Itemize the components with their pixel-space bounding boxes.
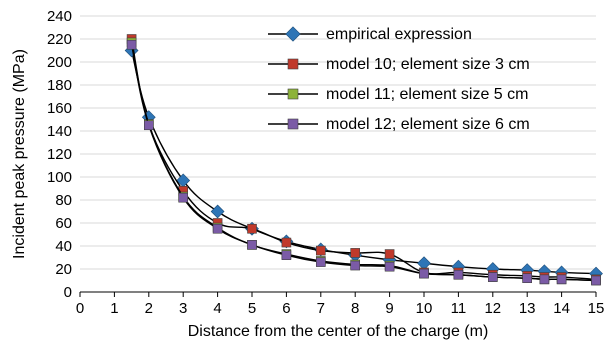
x-tick-label: 7: [317, 300, 325, 317]
y-tick-label: 140: [47, 123, 72, 140]
data-point: [281, 237, 292, 248]
data-point: [144, 120, 154, 131]
data-point: [247, 240, 257, 250]
y-tick-label: 100: [47, 169, 72, 186]
legend-marker: [287, 58, 299, 70]
x-tick-label: 15: [588, 300, 605, 317]
y-tick-label: 120: [47, 146, 72, 163]
y-tick-label: 220: [47, 31, 72, 48]
y-tick-label: 240: [47, 8, 72, 25]
data-point: [350, 260, 361, 271]
x-tick-label: 5: [248, 300, 256, 317]
data-point: [419, 268, 429, 279]
data-point: [453, 269, 464, 280]
series-group: [124, 34, 603, 286]
x-tick-label: 3: [179, 300, 187, 317]
series-1: [124, 43, 603, 281]
data-point: [522, 273, 533, 284]
grid-lines: [80, 15, 596, 293]
y-tick-label: 40: [55, 238, 72, 255]
y-tick-label: 0: [64, 284, 72, 301]
data-point: [126, 39, 137, 50]
data-point: [350, 248, 361, 258]
legend-label: model 10; element size 3 cm: [326, 56, 530, 73]
data-point: [281, 250, 292, 260]
data-point: [556, 274, 567, 285]
series-line: [130, 42, 597, 282]
data-point: [210, 204, 225, 219]
series-line: [130, 38, 597, 281]
data-point: [178, 192, 188, 203]
x-tick-label: 14: [553, 300, 570, 317]
x-tick-label: 8: [351, 300, 359, 317]
legend-marker: [287, 118, 299, 130]
x-tick-label: 4: [213, 300, 221, 317]
x-tick-label: 0: [76, 300, 84, 317]
data-point: [212, 223, 223, 234]
data-point: [591, 275, 601, 286]
y-tick-label: 80: [55, 192, 72, 209]
x-tick-label: 2: [145, 300, 153, 317]
y-tick-label: 200: [47, 54, 72, 71]
legend-item-2: model 10; element size 3 cm: [268, 56, 530, 73]
legend-item-4: model 12; element size 6 cm: [268, 116, 530, 133]
y-tick-label: 60: [55, 215, 72, 232]
data-point: [315, 257, 326, 267]
y-axis-title: Incident peak pressure (MPa): [11, 49, 28, 259]
legend-marker: [287, 88, 299, 100]
data-point: [315, 245, 326, 256]
x-tick-label: 9: [385, 300, 393, 317]
x-tick-label: 10: [416, 300, 433, 317]
data-point: [384, 261, 395, 272]
legend-label: empirical expression: [326, 26, 472, 43]
x-axis-title: Distance from the center of the charge (…: [188, 323, 489, 340]
data-point: [384, 249, 395, 259]
y-tick-label: 20: [55, 261, 72, 278]
data-point: [539, 274, 550, 285]
series-3: [126, 37, 601, 286]
legend-label: model 12; element size 6 cm: [326, 116, 530, 133]
data-point: [487, 272, 498, 282]
x-tick-label: 6: [282, 300, 290, 317]
y-tick-label: 180: [47, 77, 72, 94]
x-tick-label: 13: [519, 300, 536, 317]
series-line: [130, 44, 597, 282]
legend-item-3: model 11; element size 5 cm: [268, 86, 528, 103]
legend: empirical expression model 10; element si…: [268, 26, 530, 133]
x-tick-label: 1: [110, 300, 118, 317]
legend-marker: [285, 26, 301, 42]
series-4: [126, 39, 601, 286]
x-tick-label: 11: [451, 300, 467, 317]
x-tick-label: 12: [484, 300, 501, 317]
legend-item-1: empirical expression: [268, 26, 472, 43]
series-line: [130, 50, 597, 275]
data-point: [247, 223, 257, 234]
y-tick-label: 160: [47, 100, 72, 117]
legend-label: model 11; element size 5 cm: [326, 86, 528, 103]
